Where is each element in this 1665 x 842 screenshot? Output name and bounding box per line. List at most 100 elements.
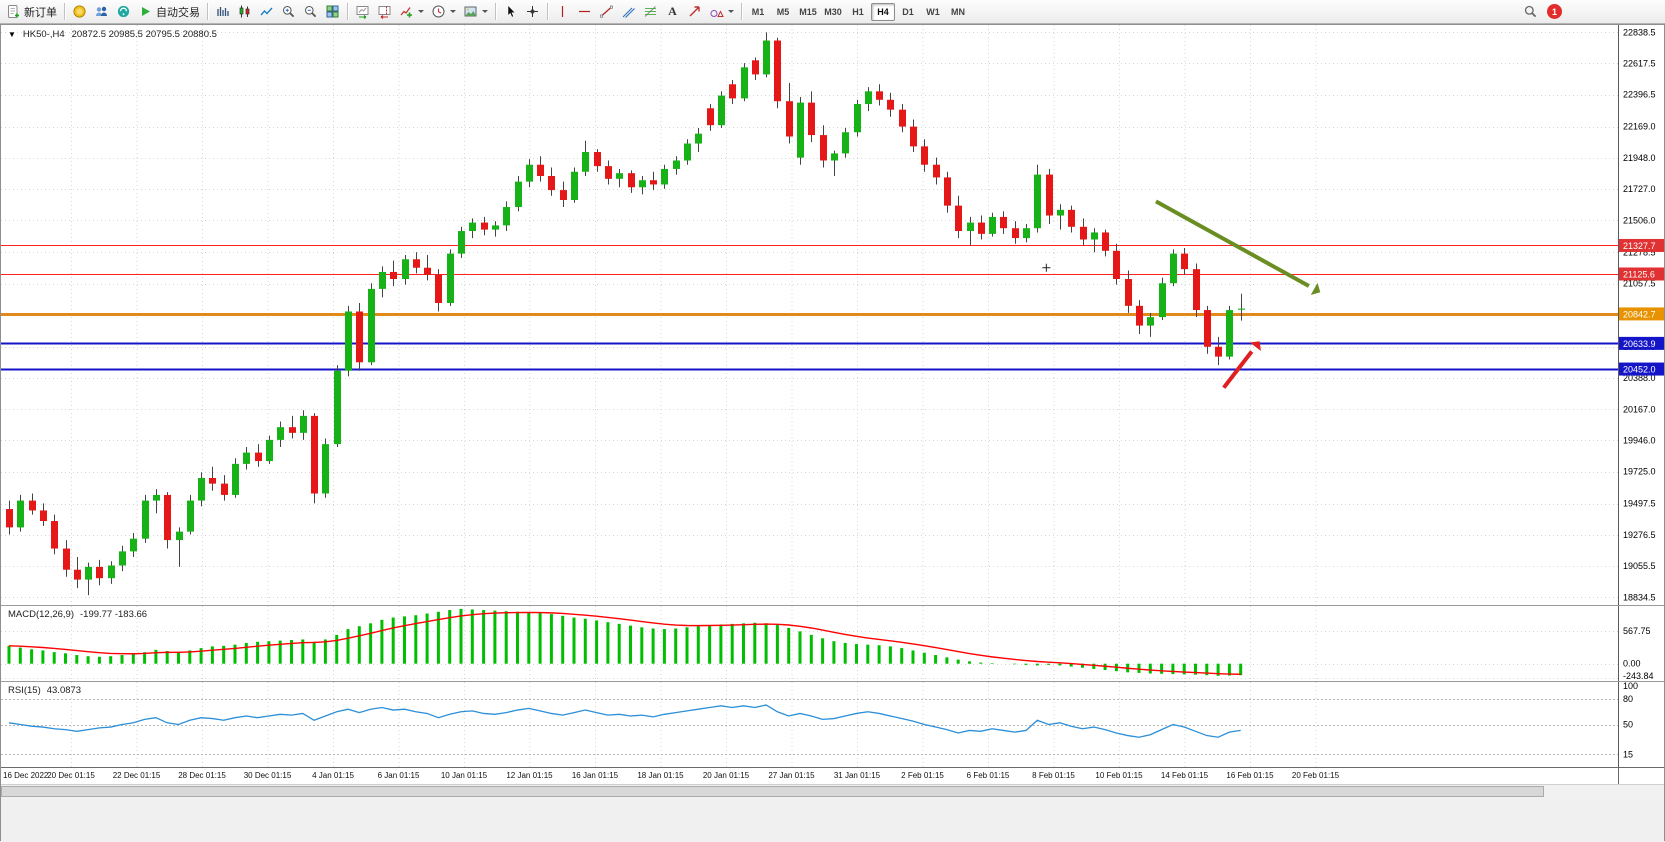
shapes-button[interactable] — [706, 2, 737, 22]
toolbar-separator — [495, 3, 496, 20]
svg-text:22169.0: 22169.0 — [1623, 122, 1656, 132]
rsi-axis[interactable]: 100 80 50 15 — [1618, 682, 1665, 767]
crosshair-icon — [527, 6, 538, 17]
bar-chart-button[interactable] — [212, 2, 233, 22]
arrow-label-button[interactable] — [684, 2, 705, 22]
fibonacci-button[interactable] — [640, 2, 661, 22]
vertical-line-icon — [561, 6, 564, 17]
ohlc-collapse-icon[interactable]: ▼ — [8, 30, 16, 39]
crosshair-button[interactable] — [522, 2, 543, 22]
cross-marker[interactable] — [1042, 263, 1051, 272]
cursor-icon — [507, 4, 516, 18]
price-tag[interactable] — [1619, 336, 1664, 350]
dropdown-caret-icon — [450, 10, 456, 13]
timeframe-button-m30[interactable]: M30 — [824, 6, 842, 17]
search-button[interactable] — [1520, 2, 1541, 22]
svg-text:22617.5: 22617.5 — [1623, 58, 1656, 68]
price-tag[interactable] — [1619, 267, 1664, 281]
help-icon — [117, 5, 130, 18]
help-button[interactable] — [113, 2, 134, 22]
svg-text:19055.5: 19055.5 — [1623, 561, 1656, 571]
svg-text:21948.0: 21948.0 — [1623, 153, 1656, 163]
fibonacci-icon — [644, 6, 656, 17]
notification-badge[interactable]: 1 — [1547, 4, 1562, 19]
candlestick-chart-button[interactable] — [234, 2, 255, 22]
svg-text:21057.5: 21057.5 — [1623, 279, 1656, 289]
timeframe-button-m5[interactable]: M5 — [776, 6, 790, 17]
channel-button[interactable] — [618, 2, 639, 22]
timeframe-button-m15[interactable]: M15 — [799, 6, 817, 17]
trend-line-button[interactable] — [596, 2, 617, 22]
timeframe-button-w1[interactable]: W1 — [926, 6, 940, 17]
svg-text:50: 50 — [1623, 720, 1633, 730]
templates-button[interactable] — [460, 2, 491, 22]
time-axis-label: 6 Jan 01:15 — [377, 771, 420, 780]
timeframe-button-h1[interactable]: H1 — [852, 6, 864, 17]
vertical-line-button[interactable] — [552, 2, 573, 22]
svg-text:20452.0: 20452.0 — [1623, 365, 1656, 375]
chart-symbol-period: HK50-,H4 — [22, 29, 65, 40]
indicators-button[interactable] — [396, 2, 427, 22]
time-axis-label: 28 Dec 01:15 — [178, 771, 226, 780]
arrow-label-icon — [689, 6, 700, 17]
indicators-icon — [400, 7, 412, 18]
svg-text:19276.5: 19276.5 — [1623, 530, 1656, 540]
zoom-out-icon — [305, 6, 317, 18]
time-axis-label: 10 Feb 01:15 — [1095, 771, 1143, 780]
chart-shift-button[interactable] — [374, 2, 395, 22]
tile-windows-button[interactable] — [322, 2, 343, 22]
algo-trading-button[interactable]: 自动交易 — [135, 2, 203, 22]
price-axis[interactable]: 22838.5 22617.5 22396.5 22169.0 21948.0 21727… — [1618, 25, 1665, 605]
candles — [6, 32, 1245, 596]
time-axis[interactable]: 16 Dec 2022 20 Dec 01:15 22 Dec 01:15 28 De… — [1, 767, 1664, 784]
autoscroll-icon — [356, 6, 369, 19]
macd-values: -199.77 -183.66 — [80, 609, 148, 620]
time-axis-label: 20 Feb 01:15 — [1291, 771, 1340, 780]
macd-axis[interactable]: 567.75 0.00 -243.84 — [1618, 606, 1665, 681]
downtrend-arrow[interactable] — [1154, 199, 1321, 296]
panel-separator[interactable] — [1, 681, 1664, 682]
bounce-arrow[interactable] — [1222, 341, 1261, 389]
autoscroll-button[interactable] — [352, 2, 373, 22]
timeframe-button-h4[interactable]: H4 — [871, 2, 895, 21]
macd-label: MACD(12,26,9) -199.77 -183.66 — [8, 609, 147, 620]
time-axis-label: 31 Jan 01:15 — [833, 771, 881, 780]
rsi-panel[interactable]: 100 80 50 15 — [1, 682, 1664, 767]
cursor-button[interactable] — [500, 2, 521, 22]
horizontal-line-icon — [579, 10, 590, 13]
time-axis-label: 2 Feb 01:15 — [901, 771, 944, 780]
algo-trading-label: 自动交易 — [156, 6, 200, 19]
timeframe-button-d1[interactable]: D1 — [902, 6, 914, 17]
new-order-icon — [8, 5, 19, 18]
price-tag[interactable] — [1619, 307, 1664, 321]
shapes-icon — [710, 10, 724, 17]
zoom-out-button[interactable] — [300, 2, 321, 22]
time-axis-label: 22 Dec 01:15 — [112, 771, 161, 780]
scrollbar-thumb[interactable] — [1, 786, 1544, 797]
new-order-button[interactable]: 新订单 — [3, 2, 60, 22]
time-axis-label: 6 Feb 01:15 — [966, 771, 1010, 780]
panel-separator[interactable] — [1, 605, 1664, 606]
zoom-in-button[interactable] — [278, 2, 299, 22]
zoom-in-icon — [283, 6, 295, 18]
horizontal-scrollbar[interactable] — [1, 784, 1664, 799]
mql5-button[interactable] — [69, 2, 90, 22]
svg-text:18834.5: 18834.5 — [1623, 592, 1656, 602]
chart-ohlc-values: 20872.5 20985.5 20795.5 20880.5 — [71, 29, 217, 40]
svg-text:21727.0: 21727.0 — [1623, 184, 1656, 194]
line-chart-icon — [260, 7, 273, 16]
templates-icon — [464, 6, 477, 17]
price-chart[interactable]: 22838.5 22617.5 22396.5 22169.0 21948.0 21727… — [1, 25, 1664, 605]
time-axis-label: 4 Jan 01:15 — [312, 771, 354, 780]
timeframe-button-m1[interactable]: M1 — [751, 6, 765, 17]
periods-button[interactable] — [428, 2, 459, 22]
community-button[interactable] — [91, 2, 112, 22]
timeframe-button-mn[interactable]: MN — [951, 6, 965, 17]
horizontal-line-button[interactable] — [574, 2, 595, 22]
new-order-label: 新订单 — [24, 6, 57, 19]
price-tag[interactable] — [1619, 362, 1664, 376]
price-tag[interactable] — [1619, 238, 1664, 252]
line-chart-button[interactable] — [256, 2, 277, 22]
text-tool-button[interactable]: A — [662, 2, 683, 22]
macd-panel[interactable]: 567.75 0.00 -243.84 — [1, 606, 1664, 681]
